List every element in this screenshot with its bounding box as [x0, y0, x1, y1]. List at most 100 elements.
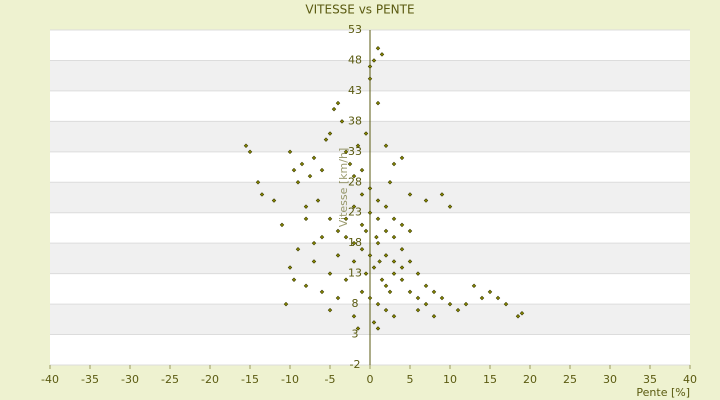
point: [291, 167, 297, 173]
point: [359, 247, 365, 252]
point: [503, 301, 509, 307]
point: [383, 283, 389, 289]
x-tick-label: -20: [201, 373, 219, 386]
point: [399, 265, 405, 270]
point: [323, 137, 329, 142]
point: [391, 216, 397, 222]
point: [375, 240, 381, 246]
point: [479, 295, 485, 301]
point: [399, 277, 405, 282]
point: [327, 131, 333, 136]
point: [331, 106, 337, 112]
point: [327, 271, 333, 276]
x-axis-label: Pente [%]: [636, 386, 690, 399]
point: [343, 234, 349, 240]
point: [351, 259, 357, 264]
point: [383, 228, 389, 234]
point: [423, 283, 429, 289]
point: [259, 192, 265, 197]
x-tick-label: 10: [443, 373, 457, 386]
x-tick-label: -30: [121, 373, 139, 386]
point: [319, 167, 325, 173]
y-tick-label: 33: [348, 145, 362, 158]
point: [383, 204, 389, 209]
point: [287, 265, 293, 270]
point: [339, 119, 345, 124]
point: [335, 253, 341, 258]
point: [363, 228, 369, 234]
point: [371, 320, 377, 325]
point: [387, 289, 393, 295]
point: [367, 186, 373, 191]
point: [247, 149, 253, 155]
point: [271, 198, 277, 203]
y-tick-label: 43: [348, 84, 362, 97]
point: [383, 143, 389, 148]
x-tick-label: 5: [407, 373, 414, 386]
x-tick-label: 40: [683, 373, 697, 386]
point: [303, 283, 309, 289]
y-tick-label: -2: [350, 358, 361, 371]
point: [303, 204, 309, 209]
point: [515, 314, 521, 319]
point: [407, 259, 413, 264]
point: [415, 271, 421, 276]
point: [335, 228, 341, 234]
point: [291, 277, 297, 282]
point: [359, 222, 365, 228]
point: [399, 247, 405, 252]
point: [463, 301, 469, 307]
point: [367, 210, 373, 215]
x-tick-label: -5: [325, 373, 336, 386]
point: [431, 289, 437, 295]
point: [363, 131, 369, 136]
point: [391, 259, 397, 264]
point: [415, 295, 421, 301]
point: [367, 76, 373, 81]
point: [351, 240, 357, 246]
point: [319, 234, 325, 240]
point: [495, 295, 501, 301]
point: [335, 100, 341, 106]
point: [343, 277, 349, 282]
point: [383, 307, 389, 313]
point: [359, 192, 365, 197]
point: [307, 173, 313, 179]
y-tick-label: 38: [348, 114, 362, 127]
point: [447, 301, 453, 307]
point: [447, 204, 453, 209]
point: [311, 240, 317, 246]
point: [375, 46, 381, 51]
point: [387, 180, 393, 185]
point: [371, 265, 377, 270]
point: [423, 198, 429, 203]
point: [415, 307, 421, 313]
point: [299, 161, 305, 167]
x-tick-label: 0: [367, 373, 374, 386]
point: [471, 283, 477, 289]
point: [319, 289, 325, 295]
point: [287, 149, 293, 155]
point: [399, 155, 405, 161]
point: [327, 216, 333, 222]
point: [327, 307, 333, 313]
point: [375, 301, 381, 307]
x-tick-label: -40: [41, 373, 59, 386]
point: [374, 234, 379, 240]
y-tick-label: 28: [348, 175, 362, 188]
y-tick-label: 53: [348, 23, 362, 36]
x-tick-label: 25: [563, 373, 577, 386]
point: [355, 326, 361, 331]
point: [351, 173, 357, 179]
x-tick-label: 35: [643, 373, 657, 386]
point: [351, 204, 357, 209]
x-tick-label: 30: [603, 373, 617, 386]
point: [367, 295, 373, 301]
point: [335, 295, 341, 301]
point: [439, 295, 445, 301]
point: [391, 234, 397, 240]
y-tick-label: 48: [348, 53, 362, 66]
x-tick-label: 15: [483, 373, 497, 386]
point: [487, 289, 493, 295]
